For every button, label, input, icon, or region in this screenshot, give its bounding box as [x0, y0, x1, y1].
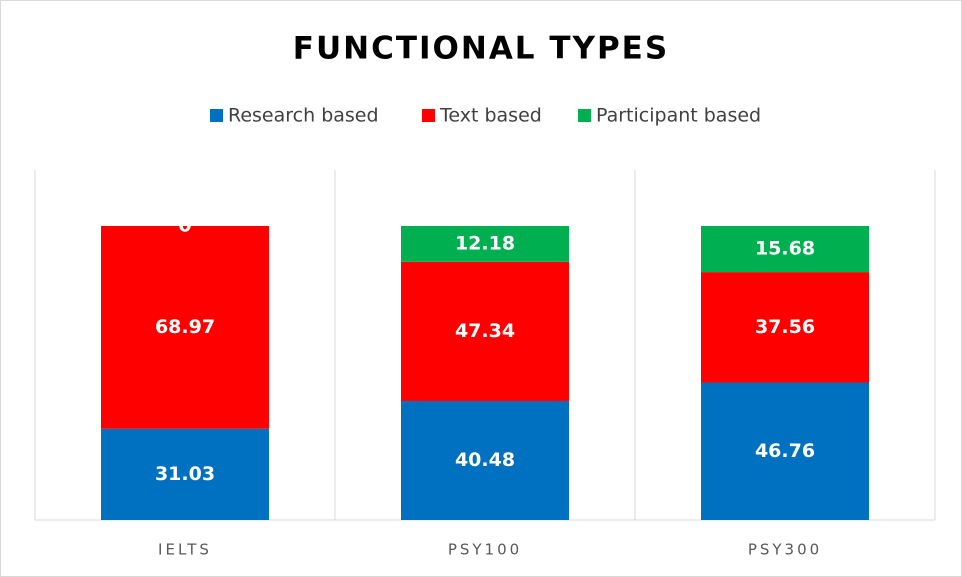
- bar-segment: [101, 428, 269, 520]
- bar-segment: [701, 382, 869, 520]
- data-label: 31.03: [155, 463, 215, 485]
- bar-segment: [701, 272, 869, 383]
- data-label: 47.34: [455, 320, 515, 342]
- bar-segment: [401, 226, 569, 262]
- legend-swatch: [578, 109, 591, 122]
- data-label: 46.76: [755, 440, 815, 462]
- bar-segment: [401, 400, 569, 520]
- bar-segment: [101, 226, 269, 429]
- legend-swatch: [210, 109, 223, 122]
- bar-segment: [701, 226, 869, 273]
- chart-title: FUNCTIONAL TYPES: [293, 31, 669, 67]
- data-label: 68.97: [155, 316, 215, 338]
- bar-segment: [401, 261, 569, 401]
- legend-label: Participant based: [596, 105, 761, 127]
- data-label: 0: [178, 215, 191, 237]
- data-label: 15.68: [755, 238, 815, 260]
- data-label: 12.18: [455, 232, 515, 254]
- x-tick-label: PSY300: [748, 541, 822, 559]
- legend-label: Research based: [228, 105, 379, 127]
- legend-label: Text based: [439, 105, 542, 127]
- legend-swatch: [422, 109, 435, 122]
- data-label: 40.48: [455, 449, 515, 471]
- x-tick-label: IELTS: [158, 541, 212, 559]
- x-tick-label: PSY100: [448, 541, 522, 559]
- data-label: 37.56: [755, 316, 815, 338]
